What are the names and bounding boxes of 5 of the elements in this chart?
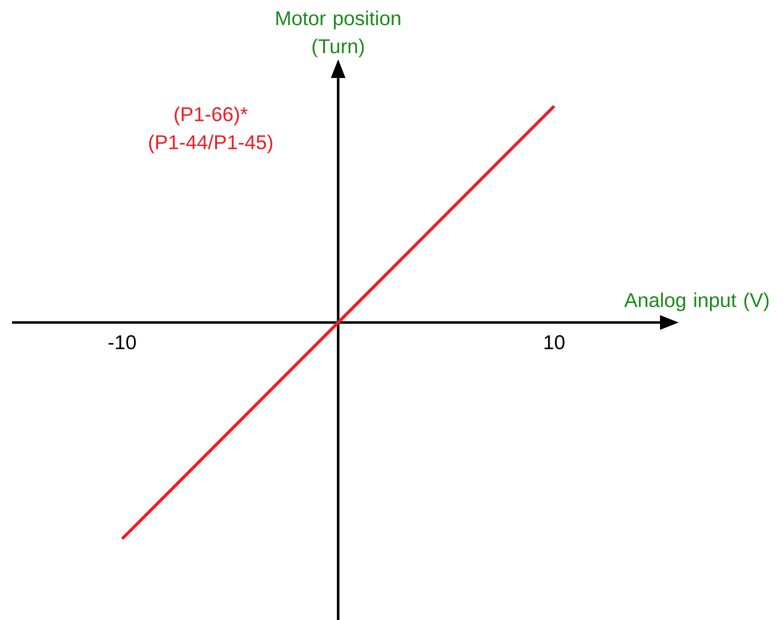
x-tick-label: 10	[544, 335, 564, 350]
x-axis-title: Analog input (V)	[624, 292, 769, 312]
x-tick-label: -10	[108, 335, 136, 350]
y-axis-title: Motor position (Turn)	[276, 10, 400, 58]
text: (P1-66)* (P1-44/P1-45)	[149, 106, 272, 154]
